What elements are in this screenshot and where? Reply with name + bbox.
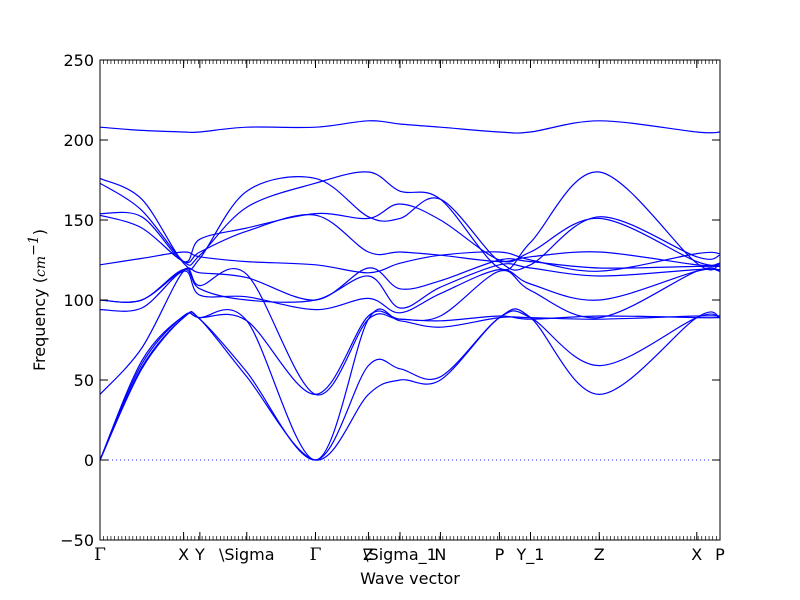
y-tick-label: 100 bbox=[63, 291, 94, 310]
y-axis-label-text: Frequency ( bbox=[30, 277, 49, 371]
y-axis-label-unit: cm bbox=[33, 256, 49, 277]
phonon-branch-10 bbox=[100, 267, 720, 396]
y-tick-label: 250 bbox=[63, 51, 94, 70]
q-point-label: Y_1 bbox=[516, 545, 545, 565]
y-tick-label: 50 bbox=[74, 371, 94, 390]
phonon-branch-8 bbox=[100, 263, 720, 309]
q-point-label: P bbox=[715, 545, 725, 564]
x-axis-ticks: Γ X Y \Sigma Γ Z\Sigma_1N P Y_1 Z X P bbox=[94, 60, 725, 565]
phonon-branch-5 bbox=[100, 214, 720, 267]
y-tick-label: 0 bbox=[84, 451, 94, 470]
phonon-branch-9 bbox=[100, 268, 720, 314]
y-tick-label: 200 bbox=[63, 131, 94, 150]
phonon-branch-3 bbox=[100, 171, 720, 271]
q-point-label: Y bbox=[194, 545, 205, 564]
q-point-label: X bbox=[178, 545, 189, 564]
y-axis-ticks: −50 0 50 100 150 200 250 bbox=[60, 51, 720, 550]
phonon-branch-14 bbox=[100, 308, 720, 461]
y-axis-label-unit-exponent: −1 bbox=[26, 235, 42, 256]
q-point-label: N bbox=[434, 545, 446, 564]
q-point-label: P bbox=[495, 545, 505, 564]
q-point-label: Z bbox=[594, 545, 605, 564]
q-point-label: Z bbox=[363, 545, 374, 564]
q-point-label: \Sigma_1 bbox=[363, 545, 437, 565]
x-axis-label: Wave vector bbox=[360, 569, 460, 588]
q-point-label: \Sigma bbox=[219, 545, 275, 564]
y-tick-label: 150 bbox=[63, 211, 94, 230]
q-point-label: Γ bbox=[94, 545, 106, 565]
phonon-branch-1 bbox=[100, 120, 720, 134]
phonon-branch-6 bbox=[100, 251, 720, 274]
plot-frame bbox=[99, 59, 721, 541]
y-axis-label-close: ) bbox=[30, 229, 49, 235]
q-point-label: Γ bbox=[310, 545, 322, 565]
y-tick-label: −50 bbox=[60, 531, 94, 550]
phonon-branches bbox=[100, 120, 720, 461]
q-point-label: X bbox=[691, 545, 702, 564]
y-axis-label: Frequency (cm−1) bbox=[26, 229, 49, 371]
phonon-branch-12 bbox=[100, 308, 720, 461]
